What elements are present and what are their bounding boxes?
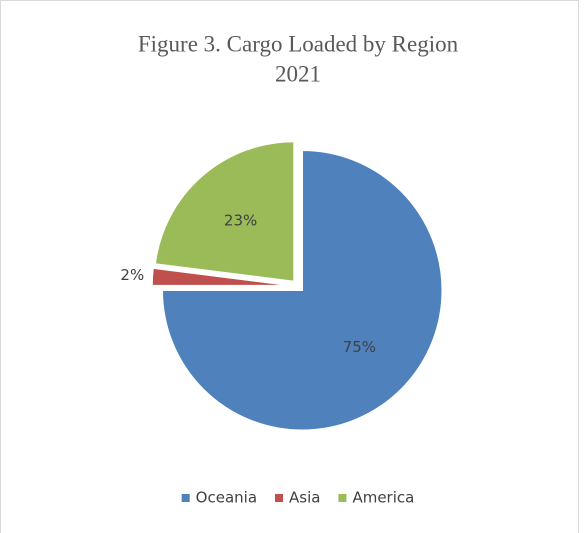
legend-swatch <box>181 494 190 502</box>
chart-subtitle: 2021 <box>275 61 321 86</box>
data-label: 2% <box>120 266 144 284</box>
data-label: 75% <box>343 338 376 356</box>
pie-slice <box>154 140 295 283</box>
pie-slice <box>161 149 443 431</box>
legend-swatch <box>275 494 284 502</box>
pie-slice <box>151 267 293 287</box>
legend-label: Oceania <box>196 489 257 507</box>
data-label: 23% <box>224 211 257 229</box>
legend-label: Asia <box>289 489 320 507</box>
chart-title: Figure 3. Cargo Loaded by Region <box>138 31 459 56</box>
legend-swatch <box>338 494 347 502</box>
legend-label: America <box>352 489 414 507</box>
